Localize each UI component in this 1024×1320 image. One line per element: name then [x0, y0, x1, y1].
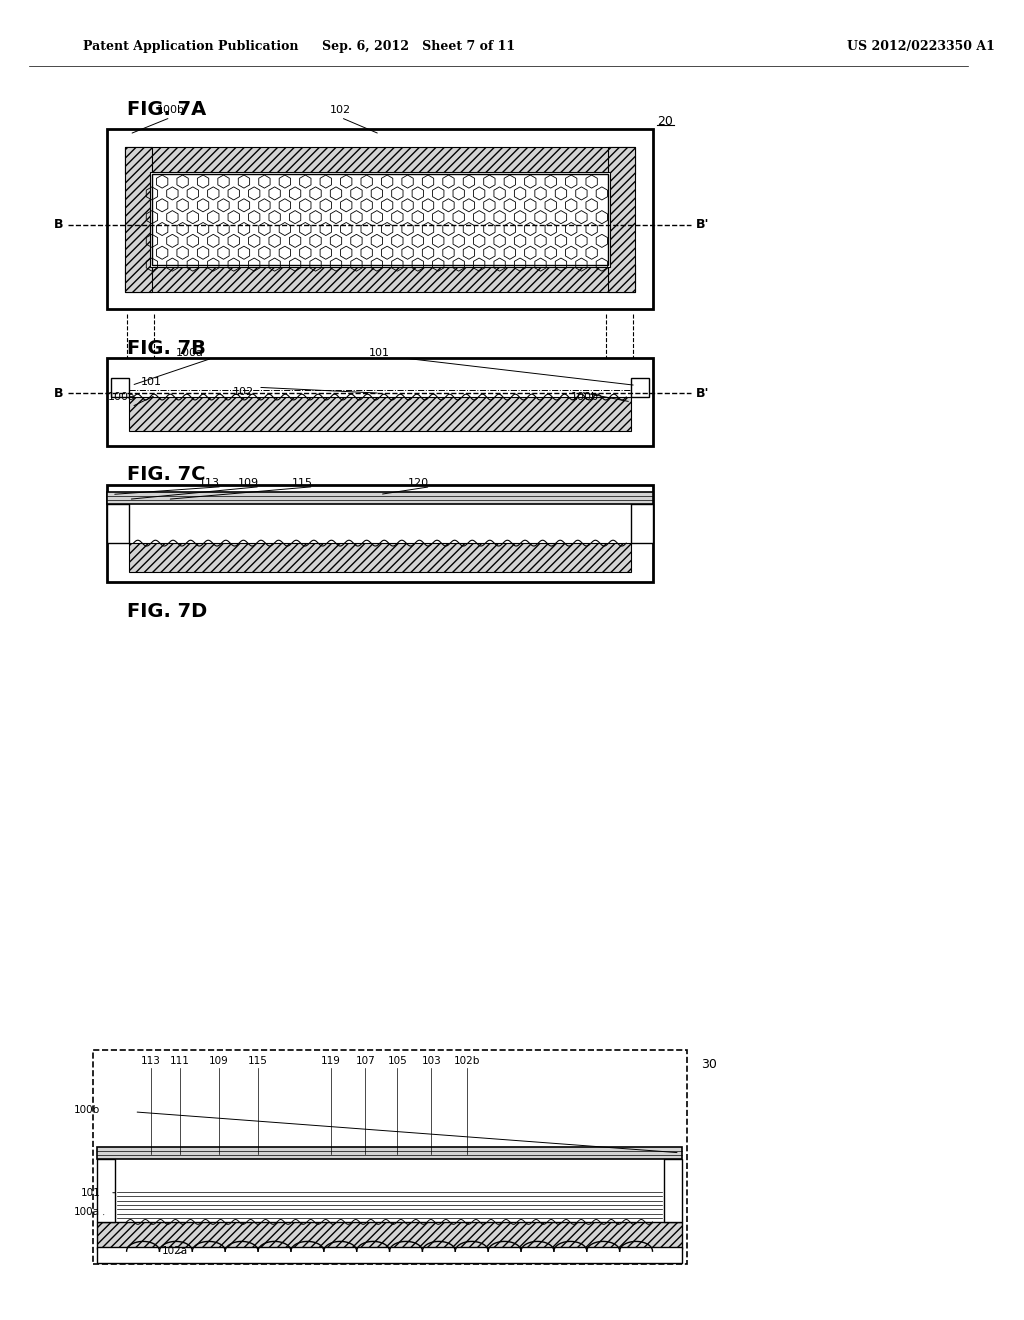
- Text: 107: 107: [355, 1056, 375, 1067]
- Bar: [108, 484, 652, 582]
- Text: Sep. 6, 2012   Sheet 7 of 11: Sep. 6, 2012 Sheet 7 of 11: [323, 40, 515, 53]
- Bar: [631, 504, 652, 543]
- Text: 100b: 100b: [74, 1105, 100, 1115]
- Text: US 2012/0223350 A1: US 2012/0223350 A1: [847, 40, 995, 53]
- Text: 103: 103: [422, 1056, 441, 1067]
- Text: 100b: 100b: [570, 392, 598, 403]
- Text: B: B: [54, 387, 63, 400]
- Text: Patent Application Publication: Patent Application Publication: [83, 40, 298, 53]
- Text: 102: 102: [232, 387, 254, 397]
- Text: FIG. 7B: FIG. 7B: [127, 339, 206, 358]
- Text: 20: 20: [657, 115, 673, 128]
- Text: 100a: 100a: [75, 1208, 100, 1217]
- Bar: [152, 174, 607, 264]
- Text: 101: 101: [370, 348, 390, 358]
- Text: 100a: 100a: [176, 348, 204, 358]
- Bar: [129, 397, 631, 432]
- Text: 113: 113: [199, 478, 220, 488]
- Bar: [108, 129, 652, 309]
- Text: 119: 119: [322, 1056, 341, 1067]
- Bar: [125, 264, 635, 292]
- Bar: [108, 358, 652, 446]
- Bar: [665, 1159, 682, 1222]
- Text: B': B': [696, 387, 710, 400]
- Bar: [111, 378, 129, 397]
- Text: 102b: 102b: [455, 1056, 480, 1067]
- Text: 109: 109: [209, 1056, 229, 1067]
- Bar: [97, 1159, 115, 1222]
- Bar: [150, 172, 609, 267]
- Bar: [97, 1247, 682, 1263]
- Bar: [129, 543, 631, 573]
- Text: 30: 30: [701, 1057, 717, 1071]
- Bar: [125, 147, 152, 292]
- Text: 100b: 100b: [157, 104, 184, 115]
- Text: B: B: [54, 218, 63, 231]
- Bar: [607, 147, 635, 292]
- Text: 102a: 102a: [162, 1246, 188, 1257]
- Text: 101: 101: [140, 378, 162, 388]
- Text: 115: 115: [248, 1056, 268, 1067]
- Bar: [97, 1222, 682, 1249]
- Bar: [92, 1049, 687, 1263]
- Text: 109: 109: [238, 478, 259, 488]
- Text: FIG. 7A: FIG. 7A: [127, 100, 206, 119]
- Text: FIG. 7D: FIG. 7D: [127, 602, 207, 620]
- Text: FIG. 7C: FIG. 7C: [127, 466, 205, 484]
- Bar: [97, 1147, 682, 1159]
- Text: 111: 111: [170, 1056, 190, 1067]
- Text: 100a: 100a: [108, 392, 135, 403]
- Text: 120: 120: [409, 478, 429, 488]
- Bar: [631, 378, 648, 397]
- Text: 115: 115: [292, 478, 312, 488]
- Bar: [125, 147, 635, 174]
- Text: 102: 102: [331, 104, 351, 115]
- Text: 113: 113: [141, 1056, 161, 1067]
- Text: B': B': [696, 218, 710, 231]
- Text: 105: 105: [387, 1056, 408, 1067]
- Bar: [108, 492, 652, 504]
- Bar: [108, 504, 129, 543]
- Text: 101: 101: [81, 1188, 100, 1197]
